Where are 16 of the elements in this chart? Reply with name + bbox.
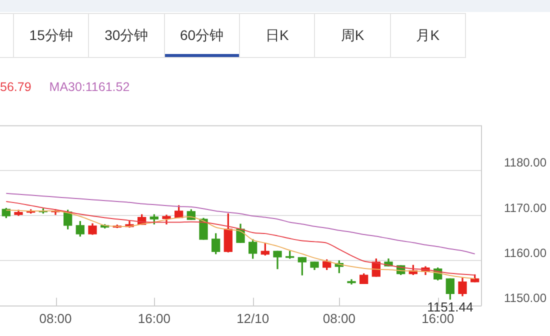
text: MA30:1161.52: [49, 80, 130, 96]
x-tick-label: 08:00: [39, 311, 72, 326]
x-tick-label: 16:00: [138, 311, 170, 326]
y-tick-label: 1180.00: [504, 156, 547, 170]
y-tick-label: 1170.00: [504, 200, 547, 215]
text: 日K: [265, 26, 289, 44]
x-tick-label: 12/10: [236, 311, 270, 326]
text: 月K: [416, 26, 440, 44]
text: 56.79: [0, 80, 32, 96]
text: 15分钟: [29, 26, 73, 44]
text: 60分钟: [180, 26, 224, 44]
x-tick-label: 08:00: [322, 311, 356, 326]
text: 30分钟: [104, 26, 148, 44]
y-tick-label: 1150.00: [504, 291, 547, 306]
text: 周K: [340, 26, 364, 44]
y-tick-label: 1160.00: [504, 246, 547, 260]
